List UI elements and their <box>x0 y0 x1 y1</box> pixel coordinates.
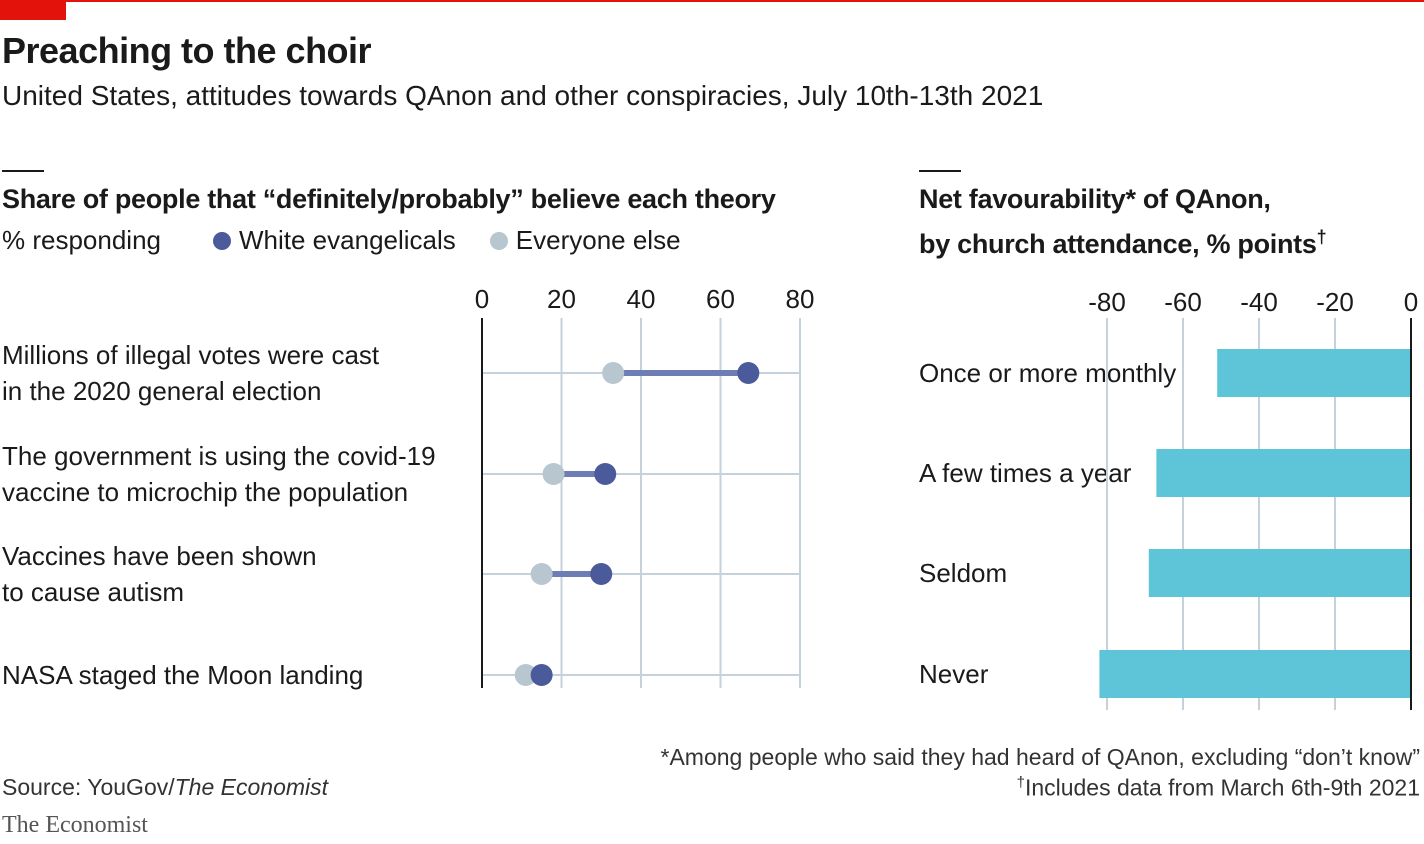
left-category-label: NASA staged the Moon landing <box>2 657 472 693</box>
dot-everyone-else <box>602 362 625 384</box>
right-x-tick-label: -60 <box>1164 287 1202 317</box>
right-category-label: Never <box>919 659 989 689</box>
left-x-tick-label: 0 <box>475 284 489 314</box>
left-category-label-line: The government is using the covid-19 <box>2 441 436 471</box>
right-panel-rule <box>919 170 961 172</box>
right-category-label: Seldom <box>919 558 1008 588</box>
right-x-tick-label: 0 <box>1404 287 1418 317</box>
legend-label-everyone-else: Everyone else <box>515 225 681 255</box>
dagger-mark: † <box>1316 227 1327 247</box>
right-category-label: A few times a year <box>919 458 1132 488</box>
left-category-label-line: Vaccines have been shown <box>2 541 317 571</box>
right-x-tick-label: -20 <box>1316 287 1354 317</box>
left-x-tick-label: 60 <box>706 284 735 314</box>
left-category-label-line: vaccine to microchip the population <box>2 477 409 507</box>
unit-label: % responding <box>2 225 161 255</box>
left-category-label-line: to cause autism <box>2 577 185 607</box>
dot-white-evangelicals <box>590 563 613 585</box>
bar <box>1217 349 1411 397</box>
footnote-2: †Includes data from March 6th-9th 2021 <box>1017 774 1420 802</box>
left-x-tick-label: 20 <box>547 284 576 314</box>
right-x-tick-label: -40 <box>1240 287 1278 317</box>
footnote-2-text: Includes data from March 6th-9th 2021 <box>1024 774 1420 801</box>
footnote-1: *Among people who said they had heard of… <box>660 744 1420 770</box>
dot-everyone-else <box>542 463 565 485</box>
legend-label-white-evangelicals: White evangelicals <box>239 225 456 255</box>
left-category-label: The government is using the covid-19 vacc… <box>2 438 472 510</box>
right-panel-title-line2: by church attendance, % points <box>919 229 1317 259</box>
left-x-tick-label: 40 <box>627 284 656 314</box>
chart-title: Preaching to the choir <box>2 30 372 71</box>
dot-white-evangelicals <box>530 664 553 686</box>
legend-dot-white-evangelicals <box>213 231 231 250</box>
legend: % responding White evangelicals Everyone… <box>2 225 681 256</box>
right-category-label: Once or more monthly <box>919 358 1177 388</box>
left-panel-rule <box>2 170 44 172</box>
bar <box>1148 549 1411 597</box>
dot-everyone-else <box>514 664 537 686</box>
bar <box>1099 650 1411 698</box>
chart-subtitle: United States, attitudes towards QAnon a… <box>2 80 1044 111</box>
bar <box>1156 449 1411 497</box>
left-category-label-line: NASA staged the Moon landing <box>2 660 364 690</box>
left-category-label: Vaccines have been shown to cause autism <box>2 538 472 610</box>
left-x-tick-label: 80 <box>786 284 815 314</box>
red-tag <box>0 0 66 20</box>
left-category-label-line: Millions of illegal votes were cast <box>2 340 380 370</box>
dot-white-evangelicals <box>737 362 760 384</box>
left-category-label-line: in the 2020 general election <box>2 376 322 406</box>
source-prefix: Source: YouGov/ <box>2 774 175 800</box>
legend-item-white-evangelicals: White evangelicals <box>213 225 456 256</box>
right-x-tick-label: -80 <box>1088 287 1126 317</box>
dot-white-evangelicals <box>594 463 617 485</box>
dot-everyone-else <box>530 563 553 585</box>
left-category-label: Millions of illegal votes were cast in th… <box>2 337 472 409</box>
left-panel-title: Share of people that “definitely/probabl… <box>2 184 776 214</box>
right-panel-title: Net favourability* of QAnon, by church a… <box>919 180 1327 263</box>
right-panel-title-line1: Net favourability* of QAnon, <box>919 184 1271 214</box>
source-italic: The Economist <box>174 774 329 800</box>
top-red-line <box>0 0 1424 2</box>
source-note: Source: YouGov/The Economist <box>2 774 328 801</box>
footnote-2-mark: † <box>1016 774 1025 791</box>
brand-logo-text: The Economist <box>2 812 148 838</box>
legend-item-everyone-else: Everyone else <box>489 225 681 256</box>
legend-dot-everyone-else <box>489 231 508 250</box>
